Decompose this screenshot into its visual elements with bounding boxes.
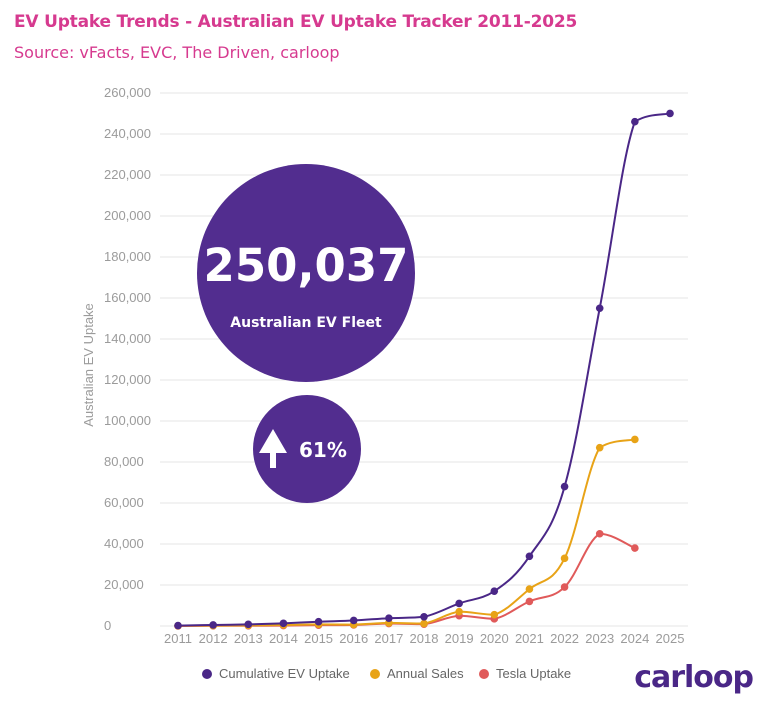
series-lines [174, 109, 674, 630]
data-point [420, 612, 428, 621]
data-point [631, 117, 639, 126]
y-tick-label: 60,000 [104, 495, 144, 510]
y-tick-label: 80,000 [104, 454, 144, 469]
x-tick-label: 2011 [164, 631, 192, 646]
data-point [560, 554, 569, 563]
data-point [209, 621, 217, 629]
x-tick-label: 2025 [656, 631, 685, 646]
data-point [244, 620, 253, 629]
fleet-value: 250,037 [204, 239, 409, 292]
legend-marker [479, 669, 489, 679]
data-point [490, 610, 499, 619]
chart-subtitle: Source: vFacts, EVC, The Driven, carloop [14, 43, 340, 62]
data-point [455, 599, 463, 608]
data-point [595, 529, 604, 538]
data-point [174, 621, 182, 630]
x-tick-label: 2013 [234, 631, 263, 646]
data-point [385, 614, 393, 623]
chart-title: EV Uptake Trends - Australian EV Uptake … [14, 12, 578, 32]
y-tick-label: 220,000 [104, 167, 151, 182]
x-tick-label: 2020 [480, 631, 509, 646]
y-tick-label: 180,000 [104, 249, 151, 264]
legend-entry: Annual Sales [387, 666, 464, 681]
data-point [490, 587, 499, 595]
carloop-logo: carloop [634, 660, 754, 695]
data-point [631, 435, 639, 444]
x-tick-label: 2016 [339, 631, 368, 646]
gridlines [160, 92, 688, 627]
x-tick-label: 2024 [620, 631, 649, 646]
data-point [560, 482, 569, 491]
data-point [595, 304, 604, 313]
data-point [349, 616, 358, 625]
y-axis-label: Australian EV Uptake [81, 303, 96, 427]
fleet-label: Australian EV Fleet [230, 315, 382, 331]
y-tick-label: 200,000 [104, 208, 151, 223]
y-tick-label: 120,000 [104, 372, 151, 387]
fleet-badge: 250,037 Australian EV Fleet [197, 164, 415, 382]
data-point [631, 544, 639, 552]
data-point [595, 443, 604, 452]
y-tick-label: 160,000 [104, 290, 151, 305]
data-point [525, 585, 534, 593]
x-tick-label: 2022 [550, 631, 579, 646]
y-tick-label: 260,000 [104, 85, 151, 100]
y-tick-label: 0 [104, 618, 111, 633]
data-point [455, 607, 463, 616]
legend-marker [370, 669, 380, 679]
y-tick-label: 40,000 [104, 536, 144, 551]
x-tick-label: 2019 [445, 631, 474, 646]
data-point [525, 597, 534, 606]
y-tick-label: 20,000 [104, 577, 144, 592]
y-tick-label: 100,000 [104, 413, 151, 428]
x-tick-label: 2015 [304, 631, 333, 646]
growth-badge: 61% [253, 395, 361, 503]
x-tick-label: 2023 [585, 631, 614, 646]
x-tick-label: 2021 [515, 631, 544, 646]
data-point [560, 583, 569, 591]
legend-marker [202, 669, 212, 679]
data-point [314, 617, 323, 626]
y-axis-ticks: 0 20,000 40,000 60,000 80,000 100,000 120,000 1… [104, 85, 151, 633]
legend: Cumulative EV Uptake Annual Sales Tesla Up… [202, 666, 571, 681]
data-point [420, 619, 428, 628]
x-axis-ticks: 2011 2012 2013 2014 2015 2016 2017 2018 2019 2020… [164, 631, 684, 646]
series-line [177, 532, 636, 627]
x-tick-label: 2017 [374, 631, 403, 646]
legend-entry: Cumulative EV Uptake [219, 666, 350, 681]
growth-value: 61% [299, 438, 347, 462]
data-point [279, 619, 288, 628]
legend-entry: Tesla Uptake [496, 666, 571, 681]
series-line [177, 438, 636, 627]
x-tick-label: 2012 [199, 631, 228, 646]
data-point [666, 109, 674, 118]
y-tick-label: 240,000 [104, 126, 151, 141]
y-tick-label: 140,000 [104, 331, 151, 346]
x-tick-label: 2018 [410, 631, 439, 646]
growth-badge-circle [253, 395, 361, 503]
x-tick-label: 2014 [269, 631, 298, 646]
data-point [525, 552, 534, 561]
arrow-up-icon [259, 429, 287, 468]
fleet-badge-circle [197, 164, 415, 382]
